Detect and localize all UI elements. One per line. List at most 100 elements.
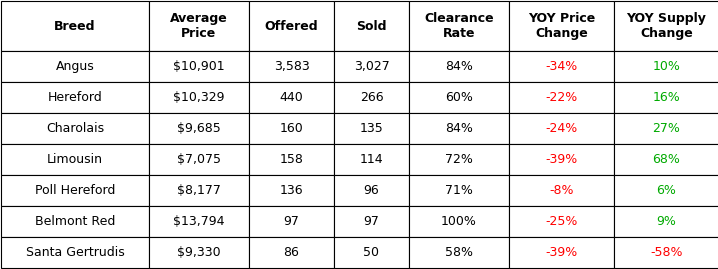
Text: 3,583: 3,583 — [274, 60, 309, 73]
Text: $9,330: $9,330 — [177, 246, 221, 259]
Bar — [409, 113, 509, 144]
Text: Limousin: Limousin — [47, 153, 103, 166]
Text: 97: 97 — [363, 215, 379, 228]
Bar — [614, 51, 718, 82]
Text: Sold: Sold — [356, 19, 387, 33]
Text: $10,901: $10,901 — [173, 60, 225, 73]
Bar — [249, 113, 334, 144]
Text: 97: 97 — [284, 215, 299, 228]
Text: YOY Supply
Change: YOY Supply Change — [627, 12, 707, 40]
Bar — [509, 51, 614, 82]
Text: 96: 96 — [363, 184, 379, 197]
Text: Breed: Breed — [55, 19, 95, 33]
Text: 114: 114 — [360, 153, 383, 166]
Text: -34%: -34% — [546, 60, 577, 73]
Bar — [149, 51, 249, 82]
Bar — [334, 51, 409, 82]
Text: Angus: Angus — [55, 60, 94, 73]
Bar — [509, 175, 614, 206]
Bar — [249, 82, 334, 113]
Text: $10,329: $10,329 — [173, 91, 225, 104]
Text: 72%: 72% — [445, 153, 473, 166]
Bar — [149, 113, 249, 144]
Text: $13,794: $13,794 — [173, 215, 225, 228]
Bar — [509, 144, 614, 175]
Text: -25%: -25% — [545, 215, 578, 228]
Text: Average
Price: Average Price — [170, 12, 228, 40]
Bar — [409, 206, 509, 237]
Text: $8,177: $8,177 — [177, 184, 221, 197]
Text: Hereford: Hereford — [47, 91, 103, 104]
Text: $7,075: $7,075 — [177, 153, 221, 166]
Text: 50: 50 — [363, 246, 380, 259]
Bar — [614, 82, 718, 113]
Bar — [334, 206, 409, 237]
Bar — [409, 175, 509, 206]
Bar — [509, 113, 614, 144]
Text: YOY Price
Change: YOY Price Change — [528, 12, 595, 40]
Text: Offered: Offered — [265, 19, 318, 33]
Bar — [614, 206, 718, 237]
Text: 3,027: 3,027 — [354, 60, 389, 73]
Text: Santa Gertrudis: Santa Gertrudis — [26, 246, 124, 259]
Bar — [149, 1, 249, 51]
Bar — [149, 237, 249, 268]
Text: 68%: 68% — [653, 153, 681, 166]
Bar — [334, 237, 409, 268]
Text: 60%: 60% — [445, 91, 473, 104]
Text: 84%: 84% — [445, 60, 473, 73]
Text: Clearance
Rate: Clearance Rate — [424, 12, 494, 40]
Bar — [614, 144, 718, 175]
Text: $9,685: $9,685 — [177, 122, 221, 135]
Bar — [1, 1, 149, 51]
Text: 27%: 27% — [653, 122, 681, 135]
Bar — [149, 175, 249, 206]
Bar — [509, 1, 614, 51]
Text: 9%: 9% — [656, 215, 676, 228]
Bar — [334, 175, 409, 206]
Text: 136: 136 — [280, 184, 303, 197]
Text: 100%: 100% — [441, 215, 477, 228]
Text: 6%: 6% — [656, 184, 676, 197]
Bar — [409, 51, 509, 82]
Text: 71%: 71% — [445, 184, 473, 197]
Bar — [334, 144, 409, 175]
Text: -39%: -39% — [546, 153, 577, 166]
Bar — [249, 175, 334, 206]
Text: Belmont Red: Belmont Red — [34, 215, 115, 228]
Bar — [614, 113, 718, 144]
Text: 86: 86 — [284, 246, 299, 259]
Bar — [149, 144, 249, 175]
Text: 440: 440 — [279, 91, 304, 104]
Bar — [409, 144, 509, 175]
Text: -8%: -8% — [549, 184, 574, 197]
Bar — [509, 237, 614, 268]
Bar — [409, 237, 509, 268]
Bar — [1, 206, 149, 237]
Bar — [1, 144, 149, 175]
Text: -58%: -58% — [651, 246, 683, 259]
Bar — [1, 175, 149, 206]
Text: Charolais: Charolais — [46, 122, 104, 135]
Bar — [334, 1, 409, 51]
Bar — [614, 1, 718, 51]
Bar — [334, 82, 409, 113]
Bar — [1, 237, 149, 268]
Bar — [334, 113, 409, 144]
Bar — [614, 175, 718, 206]
Text: 84%: 84% — [445, 122, 473, 135]
Text: 10%: 10% — [653, 60, 681, 73]
Bar — [1, 113, 149, 144]
Bar — [509, 206, 614, 237]
Text: 158: 158 — [279, 153, 304, 166]
Bar — [1, 82, 149, 113]
Bar — [614, 237, 718, 268]
Bar — [249, 1, 334, 51]
Bar — [249, 237, 334, 268]
Text: 160: 160 — [279, 122, 304, 135]
Text: 266: 266 — [360, 91, 383, 104]
Bar — [149, 82, 249, 113]
Text: -39%: -39% — [546, 246, 577, 259]
Bar — [249, 144, 334, 175]
Text: 16%: 16% — [653, 91, 681, 104]
